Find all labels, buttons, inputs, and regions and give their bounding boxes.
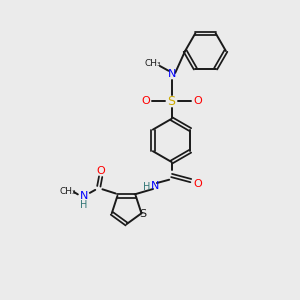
Text: N: N — [151, 181, 159, 191]
Text: H: H — [80, 200, 87, 210]
Text: H: H — [143, 182, 150, 192]
Text: O: O — [97, 166, 106, 176]
Text: CH₃: CH₃ — [59, 187, 76, 196]
Text: N: N — [80, 191, 88, 201]
Text: O: O — [193, 178, 202, 189]
Text: O: O — [141, 96, 150, 106]
Text: S: S — [168, 95, 176, 108]
Text: O: O — [193, 96, 202, 106]
Text: N: N — [167, 69, 176, 80]
Text: S: S — [140, 209, 146, 219]
Text: CH₃: CH₃ — [144, 59, 161, 68]
